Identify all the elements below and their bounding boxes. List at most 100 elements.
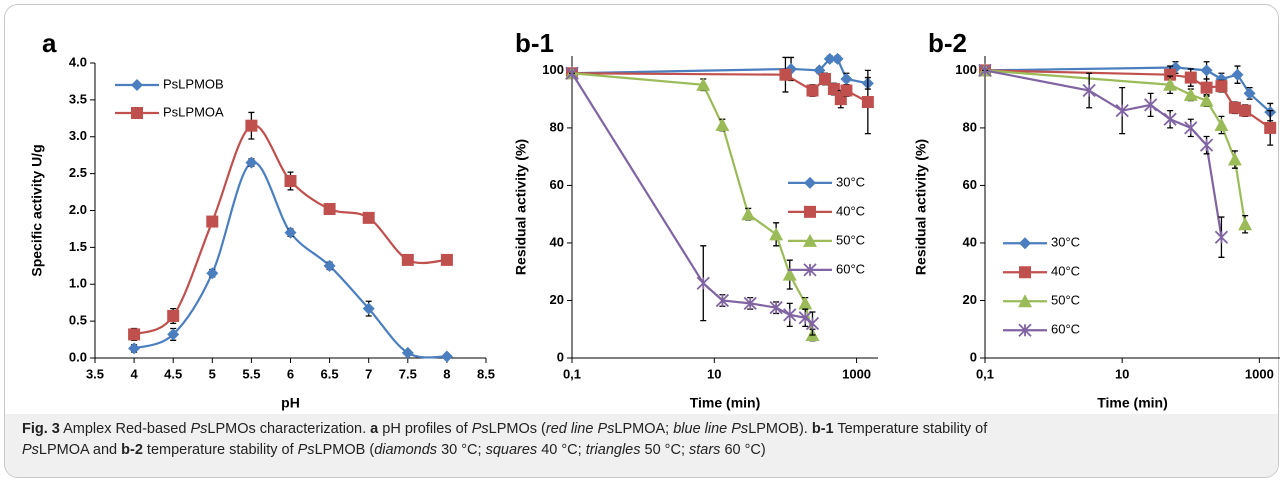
caption-text: Ps xyxy=(297,442,315,458)
legend-marker xyxy=(1019,266,1031,279)
legend-marker xyxy=(803,263,817,277)
marker xyxy=(167,309,180,322)
marker xyxy=(245,119,258,132)
frame xyxy=(4,4,1279,478)
marker xyxy=(401,346,414,359)
legend-marker xyxy=(1018,294,1032,308)
marker xyxy=(696,276,710,290)
marker xyxy=(128,328,141,341)
y-tick-label: 60 xyxy=(963,177,977,192)
x-tick-label: 1000 xyxy=(1245,366,1274,381)
marker xyxy=(840,84,853,97)
caption-text: blue line Ps xyxy=(673,421,749,437)
x-tick-label: 10 xyxy=(707,366,721,381)
charts: 0.0 0.5 1.0 1.5 2.0 2.5 3.0 3.5 4.0 3.5 4 4.5 5 5.5 6 6… xyxy=(29,28,1280,411)
marker xyxy=(840,73,853,86)
panel-label: a xyxy=(42,28,57,58)
y-tick-label: 20 xyxy=(550,292,564,307)
caption-text: Ps xyxy=(22,442,39,458)
y-tick-label: 1.0 xyxy=(69,276,87,291)
y-tick-label: 4.0 xyxy=(69,54,87,69)
marker xyxy=(323,203,336,216)
legend-label: 30°C xyxy=(1051,235,1080,250)
y-tick-label: 80 xyxy=(550,119,564,134)
y-tick-label: 3.5 xyxy=(69,91,87,106)
marker xyxy=(284,226,297,239)
marker xyxy=(798,311,812,325)
marker xyxy=(284,175,297,187)
caption-text: Ps xyxy=(190,421,208,437)
caption-text: stars xyxy=(689,442,721,458)
caption-text: LPMOA and xyxy=(38,442,122,458)
caption-text: LPMOA; xyxy=(614,421,674,437)
series-line xyxy=(984,69,1223,238)
caption-text: temperature stability of xyxy=(142,442,298,458)
y-tick-label: 0.0 xyxy=(69,349,87,364)
y-tick-label: 0.5 xyxy=(69,313,87,328)
marker xyxy=(1264,121,1277,134)
marker xyxy=(1200,64,1213,77)
x-tick-label: 8.5 xyxy=(477,366,495,381)
marker xyxy=(206,215,219,228)
marker xyxy=(565,66,579,80)
x-tick-label: 0,1 xyxy=(563,366,581,381)
marker xyxy=(806,84,819,97)
legend-label: PsLPMOA xyxy=(163,104,224,119)
marker xyxy=(1227,152,1242,166)
marker xyxy=(323,259,336,272)
legend-label: 30°C xyxy=(836,174,865,189)
marker xyxy=(769,301,783,315)
x-tick-label: 8 xyxy=(443,366,450,381)
caption-text: LPMOB ( xyxy=(314,442,375,458)
legend-marker xyxy=(131,107,143,119)
marker xyxy=(401,253,414,266)
caption-text: Temperature stability of xyxy=(833,421,988,437)
marker xyxy=(1184,71,1197,84)
legend-label: 50°C xyxy=(1051,293,1080,308)
marker xyxy=(1199,138,1214,152)
marker xyxy=(1163,77,1178,91)
y-tick-label: 1.5 xyxy=(69,239,87,254)
marker xyxy=(167,328,180,341)
marker xyxy=(741,207,756,221)
caption-text: Ps xyxy=(471,421,489,437)
legend-marker xyxy=(1018,323,1032,337)
y-axis-label: Residual activity (%) xyxy=(513,139,529,275)
y-tick-label: 0 xyxy=(557,349,564,364)
x-tick-label: 10 xyxy=(1115,366,1129,381)
marker xyxy=(1231,68,1244,81)
series-line xyxy=(571,72,814,336)
legend-label: 60°C xyxy=(1051,322,1080,337)
x-axis-label: pH xyxy=(281,395,300,411)
y-tick-label: 60 xyxy=(550,177,564,192)
x-tick-label: 4 xyxy=(130,366,138,381)
marker xyxy=(783,308,797,322)
legend-label: 60°C xyxy=(836,261,865,276)
caption-text: pH profiles of xyxy=(378,421,472,437)
caption-text: triangles xyxy=(585,442,641,458)
caption-text: 40 °C; xyxy=(537,442,586,458)
legend-marker xyxy=(131,79,143,91)
y-axis-label: Residual activity (%) xyxy=(913,139,929,275)
marker xyxy=(1199,93,1214,107)
caption-text: b-2 xyxy=(121,442,143,458)
y-tick-label: 40 xyxy=(550,234,564,249)
x-tick-label: 7 xyxy=(365,366,372,381)
legend-label: 40°C xyxy=(1051,264,1080,279)
marker xyxy=(805,316,820,331)
marker xyxy=(245,156,258,169)
marker xyxy=(715,118,730,132)
y-tick-label: 20 xyxy=(963,292,977,307)
y-tick-label: 80 xyxy=(963,119,977,134)
x-axis-label: Time (min) xyxy=(690,395,761,411)
x-tick-label: 4.5 xyxy=(164,366,182,381)
marker xyxy=(696,77,711,91)
marker xyxy=(861,96,874,109)
marker xyxy=(206,267,219,280)
caption-text: LPMOs ( xyxy=(488,421,546,437)
y-tick-label: 2.0 xyxy=(69,202,87,217)
series-line xyxy=(133,161,448,359)
marker xyxy=(1183,87,1198,101)
y-tick-label: 100 xyxy=(542,62,564,77)
